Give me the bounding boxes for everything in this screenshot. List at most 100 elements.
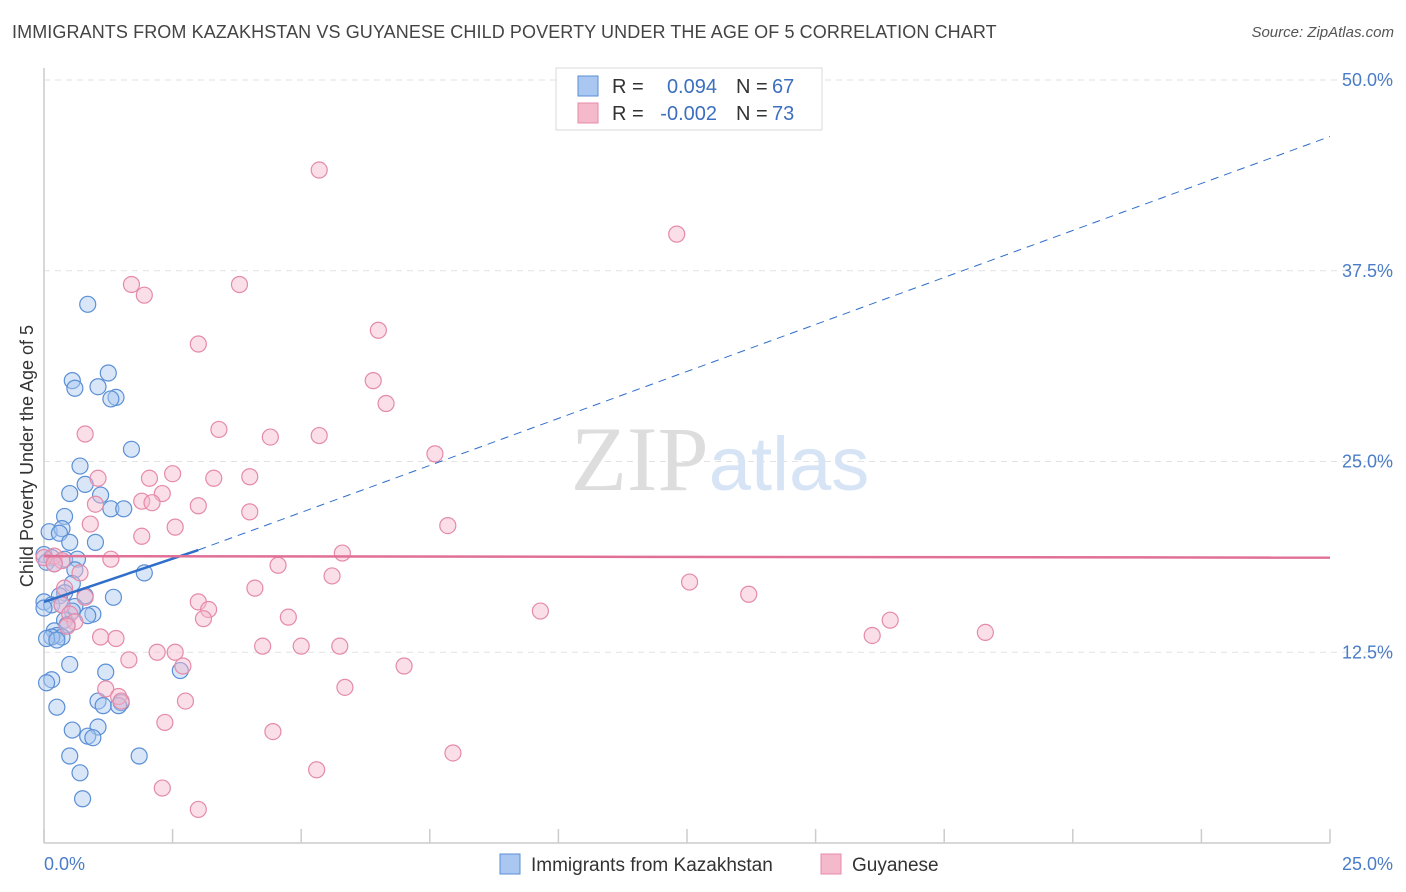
guyanese-point (86, 495, 105, 513)
guyanese-point (310, 426, 328, 445)
kazakhstan-point (71, 764, 89, 782)
guyanese-point (680, 573, 699, 591)
kazakhstan-point (61, 747, 79, 765)
kazakhstan-point (79, 295, 97, 313)
guyanese-point (210, 420, 228, 439)
guyanese-point (254, 637, 272, 655)
stats-n-value-kazakhstan: 67 (772, 76, 794, 98)
trend-lines (43, 135, 1331, 604)
guyanese-point (364, 372, 382, 390)
guyanese-point (668, 225, 686, 243)
guyanese-point (58, 617, 76, 635)
kazakhstan-point (91, 486, 110, 504)
guyanese-point (230, 275, 249, 294)
kazakhstan-point (48, 698, 66, 716)
kazakhstan-point (61, 533, 79, 551)
kazakhstan-point (130, 747, 148, 765)
kazakhstan-point (102, 390, 120, 408)
stats-r-label-kazakhstan: R = (612, 76, 644, 98)
kazakhstan-point (66, 379, 84, 397)
guyanese-point (377, 394, 395, 413)
guyanese-point (133, 527, 151, 545)
kazakhstan-point (66, 561, 84, 579)
chart-source: Source: ZipAtlas.com (1251, 24, 1394, 41)
y-tick-label: 12.5% (1342, 642, 1393, 662)
guyanese-point (323, 567, 341, 585)
guyanese-trend-line (43, 554, 1331, 559)
kazakhstan-point (63, 721, 81, 739)
legend-swatch-kazakhstan (499, 853, 521, 875)
stats-n-value-guyanese: 73 (772, 103, 794, 125)
guyanese-point (241, 503, 259, 521)
guyanese-point (120, 651, 138, 669)
guyanese-point (308, 761, 326, 779)
guyanese-point (89, 469, 107, 487)
guyanese-point (336, 678, 354, 696)
stats-legend-swatch-kazakhstan (577, 75, 599, 97)
guyanese-point (261, 428, 279, 446)
guyanese-point (156, 713, 174, 732)
guyanese-point (531, 602, 549, 620)
guyanese-point (35, 549, 53, 567)
guyanese-point (122, 275, 141, 294)
guyanese-point (439, 516, 457, 535)
y-tick-label: 25.0% (1342, 452, 1393, 472)
watermark-zip: ZIP (571, 408, 709, 510)
grid-lines (44, 79, 1393, 653)
kazakhstan-point (73, 790, 92, 808)
guyanese-point (205, 469, 223, 487)
guyanese-point (269, 556, 287, 574)
guyanese-point (71, 564, 89, 582)
stats-legend-box (555, 67, 823, 131)
guyanese-point (279, 608, 297, 626)
kazakhstan-point (115, 500, 133, 518)
kazakhstan-point (171, 661, 189, 680)
kazakhstan-point (89, 378, 107, 396)
guyanese-point (81, 515, 99, 533)
x-ticks (43, 829, 1331, 843)
kazakhstan-point (43, 671, 61, 689)
chart-title: IMMIGRANTS FROM KAZAKHSTAN VS GUYANESE C… (12, 22, 997, 42)
legend-label-kazakhstan: Immigrants from Kazakhstan (531, 855, 773, 876)
guyanese-point (444, 744, 462, 762)
kazakhstan-point (35, 599, 53, 617)
kazakhstan-point (84, 729, 102, 747)
guyanese-point (97, 680, 115, 698)
guyanese-point (112, 692, 130, 710)
y-tick-labels: 12.5% 25.0% 37.5% 50.0% (1342, 70, 1393, 662)
kazakhstan-point (102, 500, 120, 518)
guyanese-point (107, 629, 125, 648)
kazakhstan-point (61, 655, 79, 674)
stats-n-label-kazakhstan: N = (736, 76, 768, 98)
legend-label-guyanese: Guyanese (852, 855, 939, 876)
kazakhstan-point (89, 692, 107, 710)
stats-n-label-guyanese: N = (736, 103, 768, 125)
guyanese-point (45, 555, 63, 573)
guyanese-point (189, 800, 207, 819)
x-tick-label-max: 25.0% (1342, 854, 1393, 874)
stats-legend-swatch-guyanese (577, 102, 599, 124)
guyanese-point (331, 637, 349, 655)
series-guyanese-points (35, 161, 994, 819)
guyanese-point (333, 544, 351, 562)
guyanese-point (174, 657, 192, 675)
guyanese-point (164, 465, 182, 483)
y-tick-label: 37.5% (1342, 261, 1393, 281)
stats-r-value-guyanese: -0.002 (660, 103, 717, 125)
guyanese-point (148, 643, 166, 661)
guyanese-point (264, 723, 282, 741)
kazakhstan-point (48, 631, 66, 649)
guyanese-point (189, 335, 207, 353)
guyanese-point (166, 643, 184, 661)
guyanese-point (91, 628, 110, 646)
kazakhstan-point (104, 588, 123, 606)
legend-swatch-guyanese (820, 853, 842, 875)
guyanese-point (246, 579, 264, 597)
guyanese-point (976, 623, 994, 642)
guyanese-point (76, 425, 94, 443)
guyanese-point (292, 637, 310, 655)
y-axis-title: Child Poverty Under the Age of 5 (17, 325, 37, 587)
series-legend: Immigrants from Kazakhstan Guyanese (499, 853, 939, 876)
guyanese-point (102, 550, 120, 568)
